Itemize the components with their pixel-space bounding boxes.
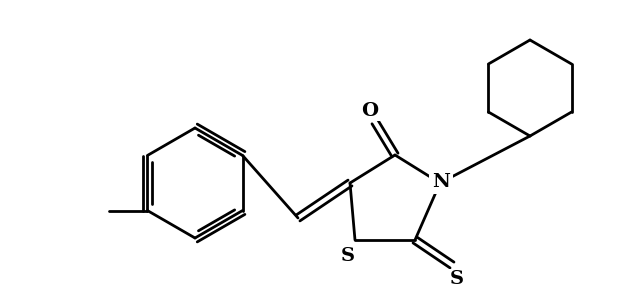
Text: S: S bbox=[450, 270, 464, 288]
Text: N: N bbox=[432, 173, 450, 191]
Text: O: O bbox=[362, 102, 379, 120]
Text: S: S bbox=[341, 247, 355, 265]
